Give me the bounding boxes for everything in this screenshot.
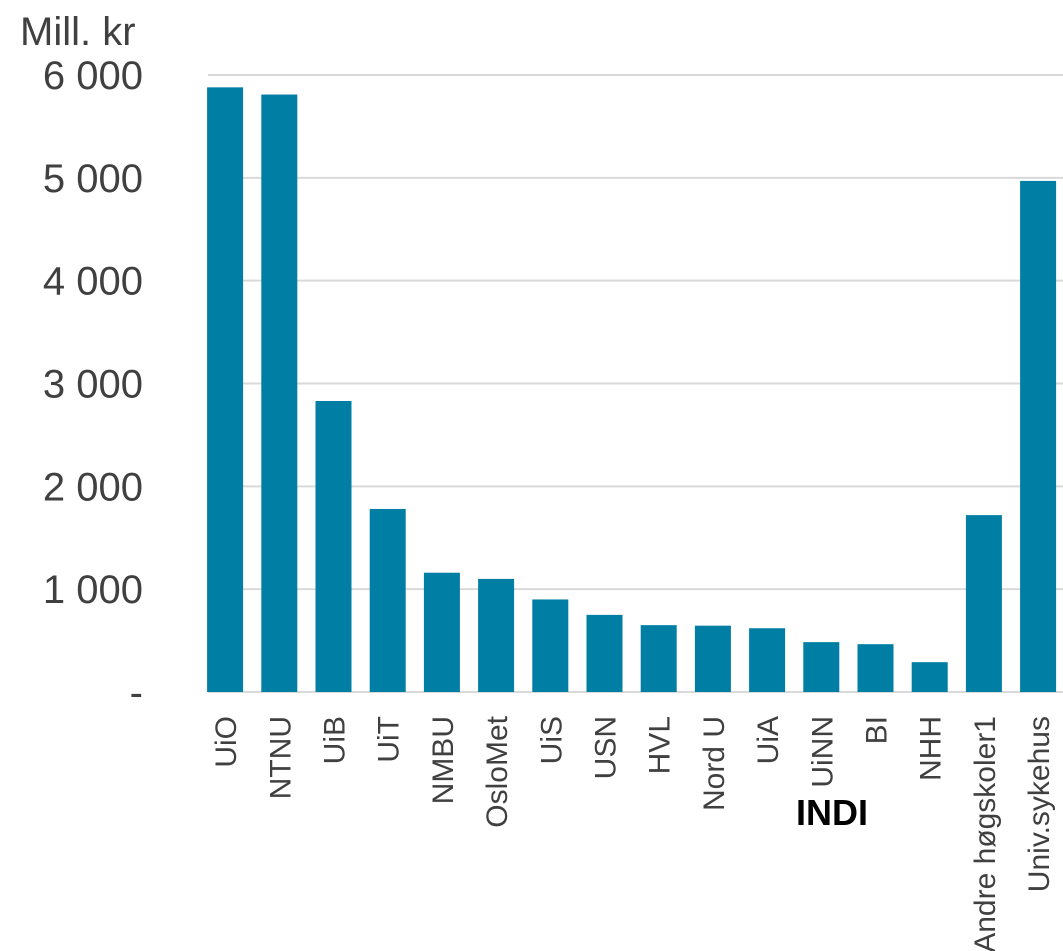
bar xyxy=(369,508,406,692)
x-tick-label: BI xyxy=(861,716,894,744)
bar xyxy=(857,644,894,692)
bar xyxy=(1020,180,1057,692)
bar xyxy=(911,662,948,692)
x-tick-label: UiB xyxy=(319,716,352,764)
bar xyxy=(694,625,731,692)
bar xyxy=(640,625,677,692)
bar xyxy=(315,400,352,692)
bar xyxy=(586,614,623,692)
bar xyxy=(749,628,786,692)
x-tick-label: Andre høgskoler1 xyxy=(969,716,1002,951)
bar xyxy=(532,599,569,692)
x-tick-label: HVL xyxy=(644,716,677,774)
x-tick-label: UiT xyxy=(373,716,406,763)
x-tick-label: Nord U xyxy=(698,716,731,811)
y-tick-label: 6 000 xyxy=(43,54,143,98)
y-tick-label: 1 000 xyxy=(43,568,143,612)
x-tick-label: INDI xyxy=(796,792,868,833)
x-tick-label: UiNN xyxy=(806,716,839,788)
x-tick-label: USN xyxy=(590,716,623,779)
y-axis-ticks: - 1 000 2 000 3 000 4 000 5 000 6 000 xyxy=(43,54,143,715)
x-tick-label: Univ.sykehus xyxy=(1023,716,1056,892)
x-tick-label: UiA xyxy=(752,716,785,764)
y-axis-label: Mill. kr xyxy=(20,10,136,54)
bar xyxy=(803,642,840,692)
bars xyxy=(207,87,1057,693)
y-tick-label: 2 000 xyxy=(43,465,143,509)
x-tick-label: UiS xyxy=(535,716,568,764)
y-tick-label: 3 000 xyxy=(43,363,143,407)
x-tick-label: UiO xyxy=(210,716,243,768)
bar xyxy=(261,94,298,692)
y-tick-label: 5 000 xyxy=(43,157,143,201)
y-tick-label: - xyxy=(130,671,143,715)
bar xyxy=(207,87,244,693)
x-tick-label: OsloMet xyxy=(481,715,514,827)
x-tick-label: NMBU xyxy=(427,716,460,804)
y-tick-label: 4 000 xyxy=(43,260,143,304)
bar xyxy=(965,515,1002,692)
bar xyxy=(423,572,460,692)
bar xyxy=(478,578,515,692)
x-axis-ticks: UiO NTNU UiB UiT NMBU OsloMet UiS USN HVL Nord U U… xyxy=(210,715,1056,951)
x-tick-label: NHH xyxy=(915,716,948,781)
x-tick-label: NTNU xyxy=(264,716,297,799)
